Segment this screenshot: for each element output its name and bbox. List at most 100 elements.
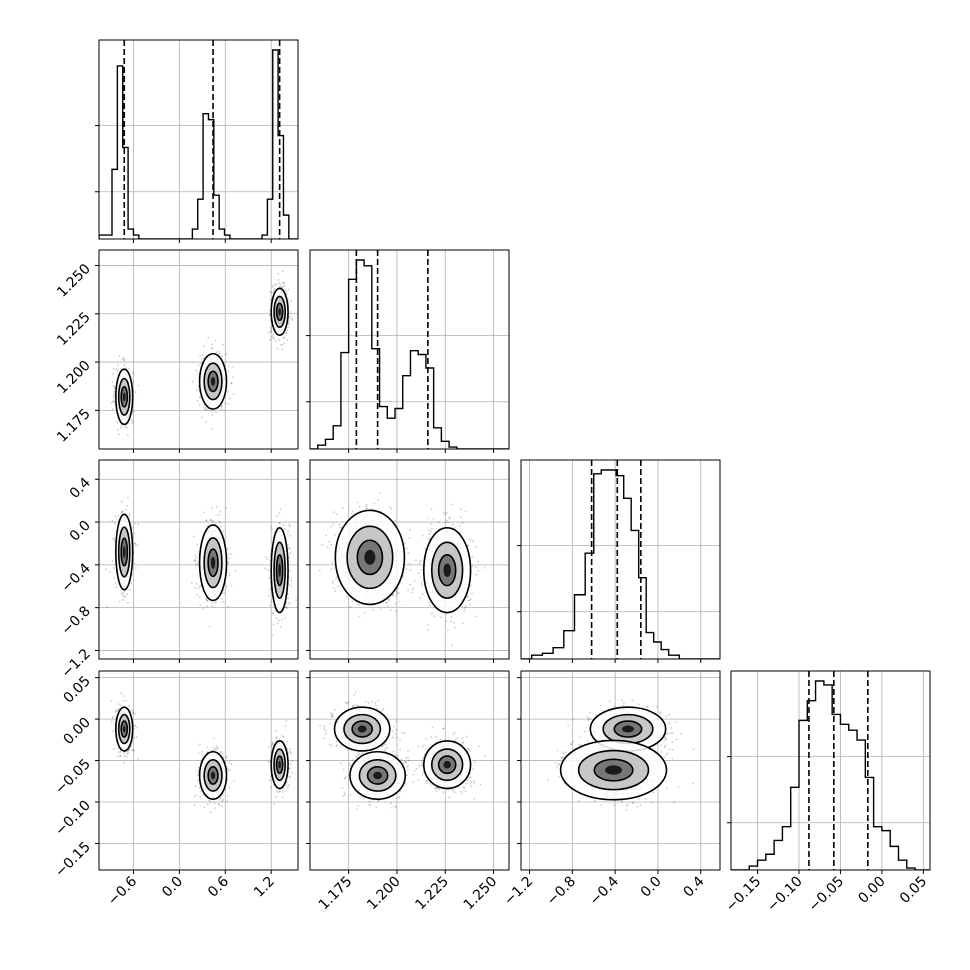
sample-point [282,282,285,285]
y-tick-label: 1.225 [54,309,94,349]
sample-point [112,567,115,569]
sample-point [466,595,469,598]
sample-point [128,367,131,370]
density-contour [270,287,289,337]
sample-point [430,508,433,511]
sample-point [328,540,330,543]
sample-point [431,612,433,615]
sample-point [283,336,285,339]
sample-point [460,516,462,518]
sample-point [389,506,391,508]
sample-point [199,395,202,398]
sample-point [128,589,131,591]
sample-point [118,433,120,436]
sample-point [198,585,201,588]
sample-point [453,621,455,624]
density-contour [203,362,223,401]
density-contour [120,537,129,567]
sample-point [202,354,204,357]
sample-point [389,608,392,611]
sample-point [122,591,125,594]
density-contour [273,295,286,329]
sample-point [222,343,224,346]
sample-point [195,369,198,372]
sample-point [120,500,123,503]
sample-point [126,504,128,507]
sample-point [135,736,138,738]
sample-point [123,358,126,361]
sample-point [275,283,277,286]
y-tick-label: 0.0 [67,518,94,545]
sample-point [125,367,128,370]
sample-point [448,517,451,520]
sample-point [214,523,217,525]
sample-point [331,562,334,564]
sample-point [444,513,447,516]
sample-point [213,601,216,604]
sample-point [281,270,284,273]
sample-point [278,338,281,341]
sample-point [128,749,130,751]
sample-point [122,695,125,697]
sample-point [411,587,414,590]
sample-point [115,586,118,588]
sample-point [461,604,463,607]
sample-point [207,336,210,339]
sample-point [202,511,205,514]
y-tick-label: 0.4 [67,475,94,502]
sample-point [282,524,285,526]
sample-point [116,709,119,711]
sample-point [227,561,230,564]
sample-point [283,281,285,284]
sample-point [443,512,445,515]
sample-point [194,587,197,589]
panel-frame [98,39,299,240]
sample-point [363,611,366,614]
sample-point [212,520,215,523]
sample-point [222,589,225,592]
sample-point [270,601,273,603]
sample-point [228,574,231,577]
sample-point [125,427,128,429]
density-contour [120,385,129,408]
sample-point [232,393,235,396]
sample-point [205,519,208,522]
y-tick-label: −0.8 [58,603,93,638]
sample-point [110,720,113,723]
sample-point [120,692,123,695]
sample-point [225,585,228,588]
hist-panel-2 [517,459,721,663]
sample-point [450,616,453,619]
sample-point [421,584,424,587]
sample-point [349,605,352,608]
sample-point [289,570,291,573]
sample-point [471,555,474,558]
sample-point [474,615,477,618]
sample-point [118,707,120,710]
sample-point [211,604,214,607]
sample-point [127,750,129,753]
density-contour [275,302,284,322]
sample-point [428,604,431,607]
sample-point [134,391,137,394]
sample-point [126,593,128,596]
sample-point [386,601,389,604]
sample-point [392,594,394,597]
sample-point [451,503,454,506]
sample-point [227,369,230,372]
sample-point [372,609,374,611]
sample-point [395,610,398,613]
density-peak [443,563,451,577]
sample-point [222,530,225,533]
sample-point [112,394,115,397]
sample-point [446,521,449,523]
sample-point [285,606,288,609]
sample-point [408,537,411,540]
sample-point [130,749,133,751]
sample-point [335,513,338,515]
sample-point [132,380,135,383]
density-peak [122,392,126,402]
sample-point [115,710,118,713]
sample-point [117,755,120,758]
sample-point [271,335,273,338]
